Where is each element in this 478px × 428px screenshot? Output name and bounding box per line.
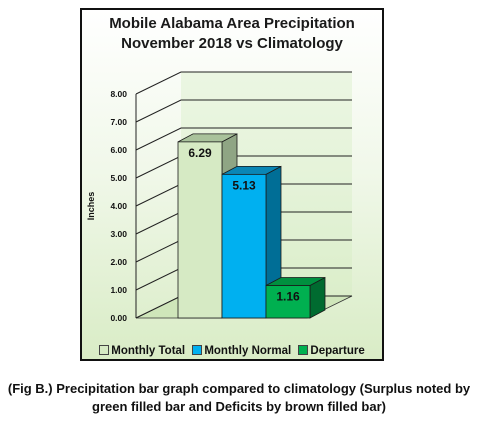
data-label-monthly-total: 6.29 — [188, 146, 212, 160]
gridline — [135, 127, 352, 151]
legend-swatch-monthly-normal — [192, 345, 203, 355]
gridline — [135, 71, 352, 95]
y-tick-label: 0.00 — [110, 313, 127, 323]
y-tick-label: 4.00 — [110, 201, 127, 211]
plot-area: 0.00 1.00 2.00 3.00 4.00 5.00 6.00 7.00 8.00 Inch… — [86, 71, 353, 323]
gridline — [135, 99, 352, 123]
data-label-departure: 1.16 — [276, 290, 300, 304]
legend-item-monthly-total: Monthly Total — [99, 345, 185, 357]
legend-item-monthly-normal: Monthly Normal — [192, 345, 291, 357]
y-axis-title: Inches — [86, 192, 96, 221]
chart-title: Mobile Alabama Area Precipitation Novemb… — [82, 14, 382, 54]
legend-swatch-monthly-total — [99, 345, 110, 355]
chart-frame: Mobile Alabama Area Precipitation Novemb… — [80, 8, 384, 361]
chart-title-line-2: November 2018 vs Climatology — [121, 35, 343, 52]
legend: Monthly Total Monthly Normal Departure — [82, 345, 382, 357]
y-tick-label: 3.00 — [110, 229, 127, 239]
chart-title-line-1: Mobile Alabama Area Precipitation — [109, 15, 355, 32]
y-tick-label: 5.00 — [110, 173, 127, 183]
caption-line-2: green filled bar and Deficits by brown f… — [92, 399, 386, 414]
bar-monthly-total — [177, 141, 223, 319]
legend-label-departure: Departure — [310, 345, 365, 357]
y-tick-label: 7.00 — [110, 117, 127, 127]
data-label-monthly-normal: 5.13 — [232, 178, 256, 192]
y-tick-label: 6.00 — [110, 145, 127, 155]
y-tick-label: 2.00 — [110, 257, 127, 267]
caption-line-1: (Fig B.) Precipitation bar graph compare… — [7, 381, 471, 396]
bar-departure — [265, 285, 311, 319]
figure-caption: (Fig B.) Precipitation bar graph compare… — [0, 380, 478, 416]
legend-label-monthly-normal: Monthly Normal — [204, 345, 292, 357]
y-tick-label: 1.00 — [110, 285, 127, 295]
bar-monthly-normal — [221, 173, 267, 319]
legend-label-monthly-total: Monthly Total — [111, 345, 186, 357]
legend-item-departure: Departure — [298, 345, 365, 357]
y-tick-label: 8.00 — [110, 89, 127, 99]
legend-swatch-departure — [298, 345, 309, 355]
